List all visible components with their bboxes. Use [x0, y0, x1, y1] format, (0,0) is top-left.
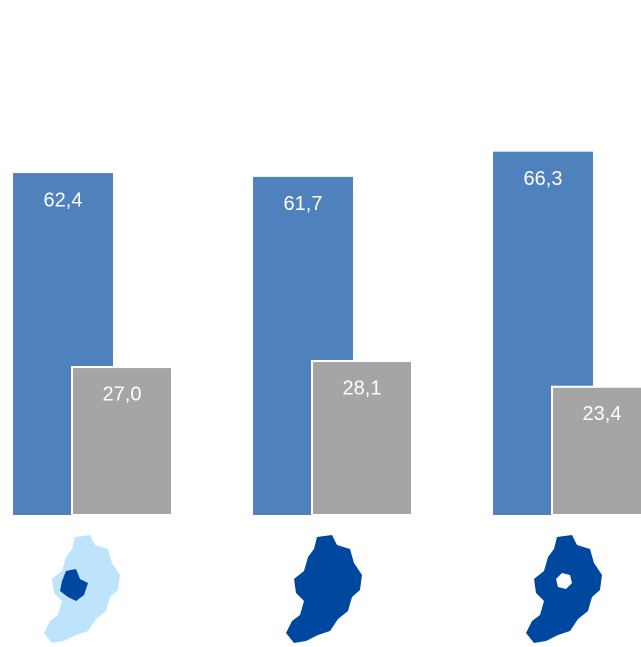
value-label: 61,7: [284, 193, 323, 215]
map-hole: [556, 573, 572, 589]
bar: [551, 385, 641, 516]
region-map: [526, 535, 602, 643]
region-map: [286, 535, 362, 643]
region-map: [44, 535, 120, 643]
value-label: 23,4: [583, 403, 622, 425]
value-label: 66,3: [524, 168, 563, 190]
bar: [71, 366, 173, 517]
map-area: [526, 535, 602, 643]
map-area: [286, 535, 362, 643]
value-label: 62,4: [44, 189, 83, 211]
map-highlight: [60, 569, 88, 601]
bar: [311, 360, 413, 516]
value-label: 28,1: [343, 377, 382, 399]
value-label: 27,0: [103, 383, 142, 405]
